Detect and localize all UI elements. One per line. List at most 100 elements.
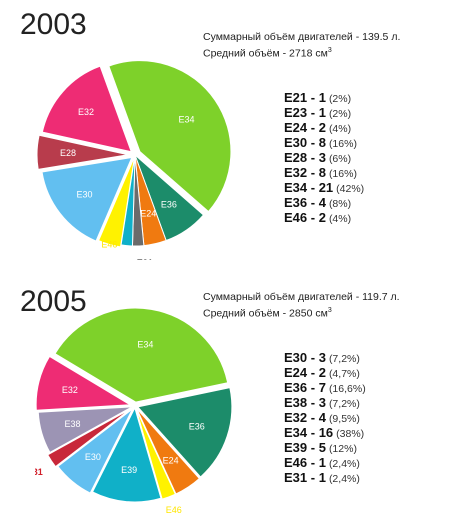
legend-percent: (16%) (328, 138, 357, 150)
legend-count: 3 (318, 350, 326, 365)
pie-slice-e36 (136, 387, 233, 478)
slice-label-e32: E32 (62, 385, 78, 395)
slice-label-e30: E30 (77, 189, 93, 199)
legend-percent: (2,4%) (328, 473, 360, 485)
legend-item-e31: E31 - 1 (2,4%) (284, 470, 366, 485)
legend-percent: (4%) (328, 123, 352, 135)
legend-count: 7 (318, 380, 326, 395)
legend-separator: - (307, 440, 319, 455)
legend-item-e24: E24 - 2 (4,7%) (284, 365, 366, 380)
legend-code: E30 (284, 135, 308, 150)
pie-slice-e24 (136, 408, 201, 495)
legend-count: 2 (318, 210, 326, 225)
summary-total-volume: Суммарный объём двигателей - 139.5 л. (203, 31, 401, 43)
legend-percent: (38%) (336, 428, 365, 440)
legend-percent: (9,5%) (328, 413, 360, 425)
pie-slice-e30 (57, 408, 133, 494)
legend-separator: - (307, 105, 319, 120)
legend-code: E38 (284, 395, 308, 410)
legend-count: 3 (318, 150, 326, 165)
chart-legend: E30 - 3 (7,2%) E24 - 2 (4,7%) E36 - 7 (16,6%)… (284, 350, 366, 485)
legend-item-e36: E36 - 4 (8%) (284, 195, 364, 210)
legend-code: E32 (284, 165, 308, 180)
chart-title: 2003 (20, 8, 87, 41)
pie-slice-e34 (54, 307, 229, 403)
pie-slice-e38 (37, 406, 133, 454)
legend-item-e32: E32 - 4 (9,5%) (284, 410, 366, 425)
legend-percent: (8%) (328, 198, 352, 210)
slice-label-e32: E32 (78, 107, 94, 117)
slice-label-e36: E36 (161, 200, 177, 210)
legend-separator: - (307, 380, 319, 395)
legend-code: E34 (284, 180, 308, 195)
legend-code: E36 (284, 195, 308, 210)
pie-slice-e46 (97, 156, 135, 248)
legend-separator: - (307, 135, 319, 150)
legend-percent: (16,6%) (328, 383, 366, 395)
slice-label-e21: E21 (137, 258, 153, 260)
legend-percent: (42%) (336, 183, 365, 195)
summary-total-volume: Суммарный объём двигателей - 119.7 л. (203, 291, 400, 303)
legend-separator: - (307, 425, 319, 440)
legend-count: 4 (318, 410, 326, 425)
legend-count: 2 (318, 120, 326, 135)
slice-label-e30: E30 (85, 452, 101, 462)
legend-code: E32 (284, 410, 308, 425)
legend-count: 4 (318, 195, 326, 210)
legend-separator: - (307, 120, 319, 135)
legend-separator: - (307, 210, 319, 225)
legend-percent: (12%) (328, 443, 357, 455)
legend-separator: - (307, 195, 319, 210)
legend-count: 1 (318, 105, 326, 120)
slice-label-e38: E38 (65, 419, 81, 429)
pie-slice-e28 (36, 134, 129, 170)
slice-label-e31: E31 (35, 467, 43, 477)
legend-separator: - (307, 90, 319, 105)
legend-code: E36 (284, 380, 308, 395)
slice-label-e28: E28 (60, 148, 76, 158)
pie-slice-e34 (108, 60, 232, 213)
legend-separator: - (307, 395, 319, 410)
legend-item-e30: E30 - 3 (7,2%) (284, 350, 366, 365)
pie-slice-e31 (47, 408, 131, 468)
legend-count: 1 (318, 470, 326, 485)
pie-slice-e46 (135, 408, 177, 500)
legend-count: 5 (318, 440, 326, 455)
slice-label-e24: E24 (163, 455, 179, 465)
legend-code: E39 (284, 440, 308, 455)
chart-summary: Суммарный объём двигателей - 139.5 л. Ср… (203, 31, 400, 61)
legend-code: E30 (284, 350, 308, 365)
legend-percent: (2%) (328, 108, 352, 120)
legend-percent: (6%) (328, 153, 352, 165)
legend-item-e38: E38 - 3 (7,2%) (284, 395, 366, 410)
legend-item-e34: E34 - 21 (42%) (284, 180, 364, 195)
chart-legend: E21 - 1 (2%) E23 - 1 (2%) E24 - 2 (4%) E30 - 8… (284, 90, 364, 225)
legend-code: E24 (284, 365, 308, 380)
legend-count: 2 (318, 365, 326, 380)
legend-code: E46 (284, 455, 308, 470)
chart-panel-2003: 2003 Суммарный объём двигателей - 139.5 … (20, 8, 400, 260)
legend-item-e46: E46 - 1 (2,4%) (284, 455, 366, 470)
legend-item-e30: E30 - 8 (16%) (284, 135, 364, 150)
legend-item-e32: E32 - 8 (16%) (284, 165, 364, 180)
legend-item-e34: E34 - 16 (38%) (284, 425, 366, 440)
legend-code: E34 (284, 425, 308, 440)
chart-summary: Суммарный объём двигателей - 119.7 л. Ср… (203, 291, 400, 321)
legend-item-e39: E39 - 5 (12%) (284, 440, 366, 455)
summary-average-volume: Средний объём - 2850 см3 (203, 307, 332, 320)
legend-percent: (4%) (328, 213, 352, 225)
pie-chart: E34 E36 E24 E46 E39 E30 E31 E38 E32 (35, 307, 233, 515)
legend-separator: - (307, 470, 319, 485)
legend-code: E23 (284, 105, 308, 120)
slice-label-e39: E39 (121, 465, 137, 475)
legend-item-e21: E21 - 1 (2%) (284, 90, 364, 105)
pie-slice-e32 (41, 65, 133, 153)
legend-code: E24 (284, 120, 308, 135)
legend-item-e46: E46 - 2 (4%) (284, 210, 364, 225)
legend-separator: - (307, 410, 319, 425)
legend-separator: - (307, 165, 319, 180)
slice-label-e34: E34 (137, 340, 153, 350)
legend-separator: - (307, 180, 319, 195)
summary-average-volume: Средний объём - 2718 см3 (203, 47, 332, 60)
